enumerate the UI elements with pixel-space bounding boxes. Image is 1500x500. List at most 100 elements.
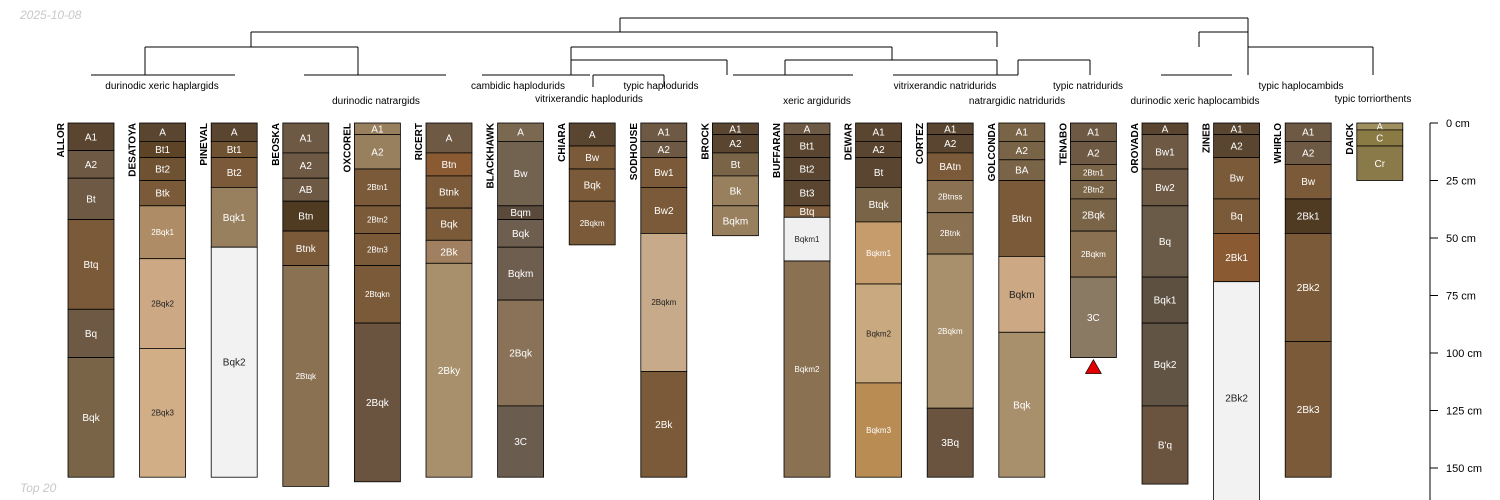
profile-daick: DAICK AC Cr: [1345, 122, 1404, 181]
horizon-label: 2Btn2: [367, 215, 388, 224]
horizon-bqk1: [1141, 276, 1189, 324]
horizon-label: A2: [944, 139, 957, 150]
horizon-2btnk: [926, 212, 974, 255]
horizon-label: 2Bqkm: [938, 327, 963, 336]
dendrogram: [91, 17, 1374, 87]
depth-tick-label: 0 cm: [1446, 118, 1470, 130]
profile-name: PINEVAL: [199, 123, 210, 166]
horizon-label: 2Btnss: [938, 192, 962, 201]
horizon-2bqk3: [139, 347, 187, 478]
horizon-label: Bqk: [512, 229, 530, 240]
group-label: durinodic xeric haplargids: [105, 81, 218, 92]
horizon-label: Bqk: [82, 413, 100, 424]
profile-blackhawk: BLACKHAWK A Bw Bqm Bqk Bqkm 2Bqk 3C: [486, 122, 545, 478]
horizon-label: Bt: [874, 168, 884, 179]
horizon-a: [425, 122, 473, 154]
horizon-3c: [497, 405, 545, 478]
horizon-bqk1: [210, 186, 258, 248]
horizon-label: 2Btn1: [1083, 168, 1104, 177]
horizon-bq: [1213, 198, 1260, 234]
horizon-bt: [855, 157, 902, 188]
horizon-label: A1: [85, 132, 98, 143]
horizon-label: A2: [872, 145, 885, 156]
footer-label: Top 20: [20, 481, 57, 495]
group-label: durinodic natrargids: [332, 96, 420, 107]
horizon-label: 3Bq: [941, 438, 959, 449]
horizon-btk: [139, 180, 187, 207]
horizon-2btn3: [353, 232, 401, 266]
horizon-2bqkm: [1070, 230, 1117, 278]
horizon-label: Bt: [731, 160, 741, 171]
horizon-bqkm2: [783, 260, 831, 478]
profile-sodhouse: SODHOUSE A1 A2 Bw1 Bw2 2Bqkm 2Bk: [629, 122, 688, 478]
horizon-label: A1: [1087, 128, 1100, 139]
profile-orovada: OROVADA A Bw1 Bw2 Bq Bqk1 Bqk2 B'q: [1130, 122, 1189, 485]
horizon-bqk: [998, 331, 1046, 478]
horizon-2bqkm: [640, 232, 688, 372]
horizon-bw2: [1141, 168, 1189, 207]
profile-name: OROVADA: [1130, 123, 1141, 173]
group-label: typic haplodurids: [623, 81, 698, 92]
horizon-label: Bq: [85, 329, 97, 340]
profile-name: BEOSKA: [271, 123, 282, 166]
profile-name: ZINEB: [1202, 123, 1213, 153]
horizon-label: A: [1162, 124, 1169, 135]
horizon-label: 2Bk1: [1225, 253, 1248, 264]
horizon-label: A: [446, 133, 453, 144]
horizon-bqkm1: [855, 221, 902, 285]
horizon-label: 2Bqk2: [151, 299, 174, 308]
horizon-bw: [1284, 163, 1332, 200]
horizon-label: Bqm: [510, 208, 531, 219]
horizon-bw: [1213, 157, 1260, 200]
profile-brock: BROCK A1 A2 Bt Bk Bqkm: [700, 122, 759, 237]
profile-name: ALLOR: [56, 122, 67, 157]
horizon-2btn2: [353, 205, 401, 234]
horizon-bqkm: [998, 255, 1046, 333]
horizon-bt2: [210, 157, 258, 188]
horizon-label: A: [589, 130, 596, 141]
horizon-label: C: [1376, 133, 1383, 144]
profile-golconda: GOLCONDA A1 A2 BA Btkn Bqkm Bqk: [987, 122, 1046, 478]
horizon-label: Bt1: [227, 145, 242, 156]
horizon-label: A1: [300, 133, 313, 144]
horizon-bq: [1141, 205, 1189, 278]
profile-tenabo: TENABO A1 A2 2Btn1 2Btn2 2Bqk 2Bqkm 3C: [1058, 122, 1117, 374]
horizon-label: Bt1: [155, 145, 170, 156]
horizon-2btn1: [353, 168, 401, 207]
horizon-label: Bqkm2: [866, 329, 891, 338]
horizon-bqkm: [712, 205, 759, 237]
horizon-label: A: [1377, 122, 1383, 132]
horizon-label: 2Btn3: [367, 245, 388, 254]
group-label: cambidic haplodurids: [471, 81, 565, 92]
profile-name: RICERT: [414, 123, 425, 160]
horizon-label: 2Bk2: [1297, 283, 1320, 294]
profile-buffaran: BUFFARAN A Bt1 Bt2 Bt3 Btq Bqkm1 Bqkm2: [772, 122, 831, 478]
profile-desatoya: DESATOYA A Bt1 Bt2 Btk 2Bqk1 2Bqk2 2Bqk3: [128, 122, 187, 478]
horizon-label: Bk: [730, 186, 743, 197]
horizon-label: A: [804, 124, 811, 135]
horizon-2bqk2: [139, 258, 187, 349]
horizon-label: 2Bqk1: [151, 228, 174, 237]
horizon-label: B'q: [1158, 441, 1172, 452]
horizon-label: Bqkm3: [866, 426, 891, 435]
horizon-label: Bt2: [155, 165, 170, 176]
profile-name: TENABO: [1058, 123, 1069, 165]
horizon-label: Bqk: [1013, 400, 1031, 411]
horizon-label: Bqk1: [1154, 296, 1177, 307]
horizon-label: Bqkm2: [795, 365, 820, 374]
horizon-label: 2Bqkm: [1081, 250, 1106, 259]
horizon-label: Bqk2: [223, 358, 246, 369]
horizon-label: 3C: [514, 437, 527, 448]
horizon-bqk: [67, 357, 115, 478]
horizon-label: Bqk: [584, 181, 602, 192]
horizon-label: Bw: [1301, 177, 1316, 188]
horizon-label: 2Bqk: [509, 349, 533, 360]
horizon-label: Bqkm: [723, 216, 749, 227]
horizon-label: A1: [1302, 128, 1315, 139]
depth-tick-label: 125 cm: [1446, 406, 1482, 418]
horizon-label: Bqkm1: [866, 249, 891, 258]
horizon-bqk2: [1141, 322, 1189, 407]
profile-name: WHIRLO: [1273, 123, 1284, 164]
horizon-btqk: [855, 186, 902, 223]
